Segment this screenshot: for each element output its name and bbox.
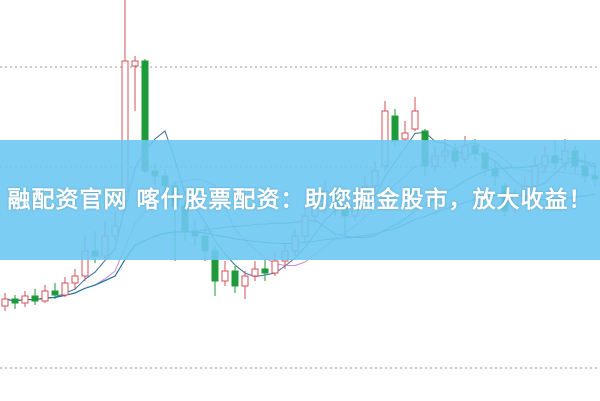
candle-up	[1, 298, 9, 307]
candle-up	[21, 295, 29, 304]
candle-down	[231, 270, 239, 287]
candle-up	[241, 275, 249, 287]
candle-down	[31, 295, 39, 302]
candle-up	[61, 282, 69, 296]
banner-text: 融配资官网 喀什股票配资：助您掘金股市，放大收益！	[7, 187, 593, 213]
candle-up	[411, 110, 419, 130]
candle-down	[391, 115, 399, 142]
candle-up	[251, 268, 259, 277]
candle-up	[41, 290, 49, 302]
candle-up	[221, 270, 229, 282]
candle-up	[131, 60, 139, 67]
candle-up	[401, 132, 409, 140]
banner: 融配资官网 喀什股票配资：助您掘金股市，放大收益！	[0, 140, 600, 260]
candle-down	[11, 298, 19, 304]
candle-up	[71, 275, 79, 284]
candle-down	[51, 290, 59, 296]
candle-down	[261, 268, 269, 274]
candle-up	[271, 260, 279, 274]
